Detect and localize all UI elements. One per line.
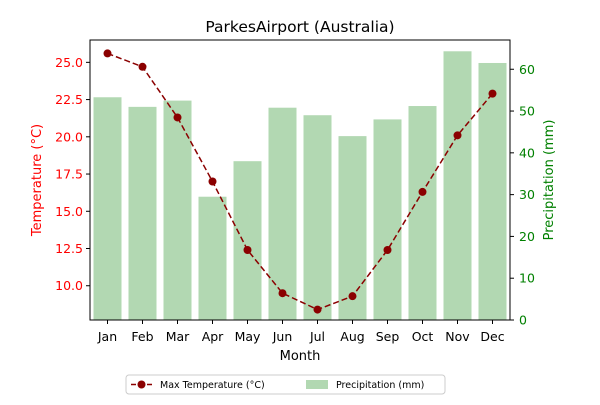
temperature-series-line — [107, 52, 494, 311]
precipitation-bar-feb — [128, 106, 157, 321]
y-right-tick-label: 0 — [519, 313, 527, 328]
precipitation-bar-apr — [198, 196, 227, 320]
y-right-tick-label: 40 — [519, 145, 535, 160]
y-left-tick-label: 15.0 — [55, 204, 83, 219]
y-left-tick-label: 20.0 — [55, 129, 83, 144]
x-axis-label: Month — [280, 349, 321, 364]
temperature-point-may — [243, 246, 252, 254]
temperature-point-nov — [453, 131, 462, 140]
y-left-tick-label: 12.5 — [55, 241, 83, 256]
plot-frame — [89, 39, 511, 321]
precipitation-bar-jul — [303, 115, 332, 320]
y-right-tick-label: 30 — [519, 187, 535, 202]
temperature-point-jul — [313, 305, 322, 314]
x-tick-label-oct: Oct — [412, 329, 434, 344]
x-tick-label-jun: Jun — [272, 329, 293, 344]
temperature-point-sep — [383, 246, 392, 254]
legend: Max Temperature (°C) Precipitation (mm) — [125, 374, 446, 395]
y-right-tick-label: 50 — [519, 104, 535, 119]
y-axis-left: 10.0 12.5 15.0 17.5 20.0 22.5 25.0 — [55, 55, 90, 293]
x-tick-label-feb: Feb — [131, 329, 153, 344]
y-right-tick-label: 10 — [519, 271, 535, 286]
precipitation-bar-may — [233, 161, 262, 320]
x-tick-label-apr: Apr — [202, 329, 224, 344]
x-tick-label-mar: Mar — [166, 329, 190, 344]
precipitation-bar-dec — [478, 62, 507, 320]
temperature-point-aug — [348, 292, 357, 301]
legend-marker-swatch — [137, 380, 146, 389]
precipitation-bar-jun — [268, 107, 297, 320]
precipitation-bar-mar — [163, 100, 192, 320]
temperature-point-feb — [138, 62, 147, 71]
x-tick-label-may: May — [235, 329, 261, 344]
temperature-line — [103, 49, 497, 314]
y-right-tick-label: 20 — [519, 229, 535, 244]
y-right-tick-label: 60 — [519, 62, 535, 77]
temperature-point-mar — [173, 113, 182, 122]
precipitation-bar-jan — [93, 97, 122, 321]
x-tick-label-aug: Aug — [340, 329, 364, 344]
x-tick-label-jan: Jan — [97, 329, 117, 344]
x-tick-label-dec: Dec — [480, 329, 504, 344]
legend-label-precipitation: Precipitation (mm) — [336, 380, 424, 391]
temperature-point-oct — [418, 187, 427, 196]
legend-label-temperature: Max Temperature (°C) — [160, 380, 265, 391]
y-axis-right-label: Precipitation (mm) — [542, 120, 557, 241]
y-left-tick-label: 25.0 — [55, 55, 83, 70]
y-axis-right: 0 10 20 30 40 50 60 — [510, 62, 535, 328]
precipitation-bar-oct — [408, 106, 437, 321]
precipitation-bars — [93, 51, 507, 321]
legend-box — [125, 374, 446, 395]
x-axis: Jan Feb Mar Apr May Jun Jul Aug Sep Oct Nov Dec — [97, 320, 505, 344]
temperature-point-jun — [278, 289, 287, 298]
y-left-tick-label: 22.5 — [55, 92, 83, 107]
temperature-point-jan — [103, 49, 112, 58]
x-tick-label-nov: Nov — [445, 329, 470, 344]
y-left-tick-label: 10.0 — [55, 278, 83, 293]
y-left-tick-label: 17.5 — [55, 167, 83, 182]
precipitation-bar-aug — [338, 136, 367, 320]
x-tick-label-sep: Sep — [376, 329, 400, 344]
precipitation-bar-nov — [443, 51, 472, 321]
y-axis-left-label: Temperature (°C) — [30, 124, 45, 237]
temperature-point-apr — [208, 177, 217, 186]
legend-bar-swatch — [306, 380, 328, 389]
temperature-point-dec — [488, 89, 497, 98]
precipitation-bar-sep — [373, 119, 402, 320]
chart-title: ParkesAirport (Australia) — [205, 18, 394, 36]
x-tick-label-jul: Jul — [309, 329, 325, 344]
